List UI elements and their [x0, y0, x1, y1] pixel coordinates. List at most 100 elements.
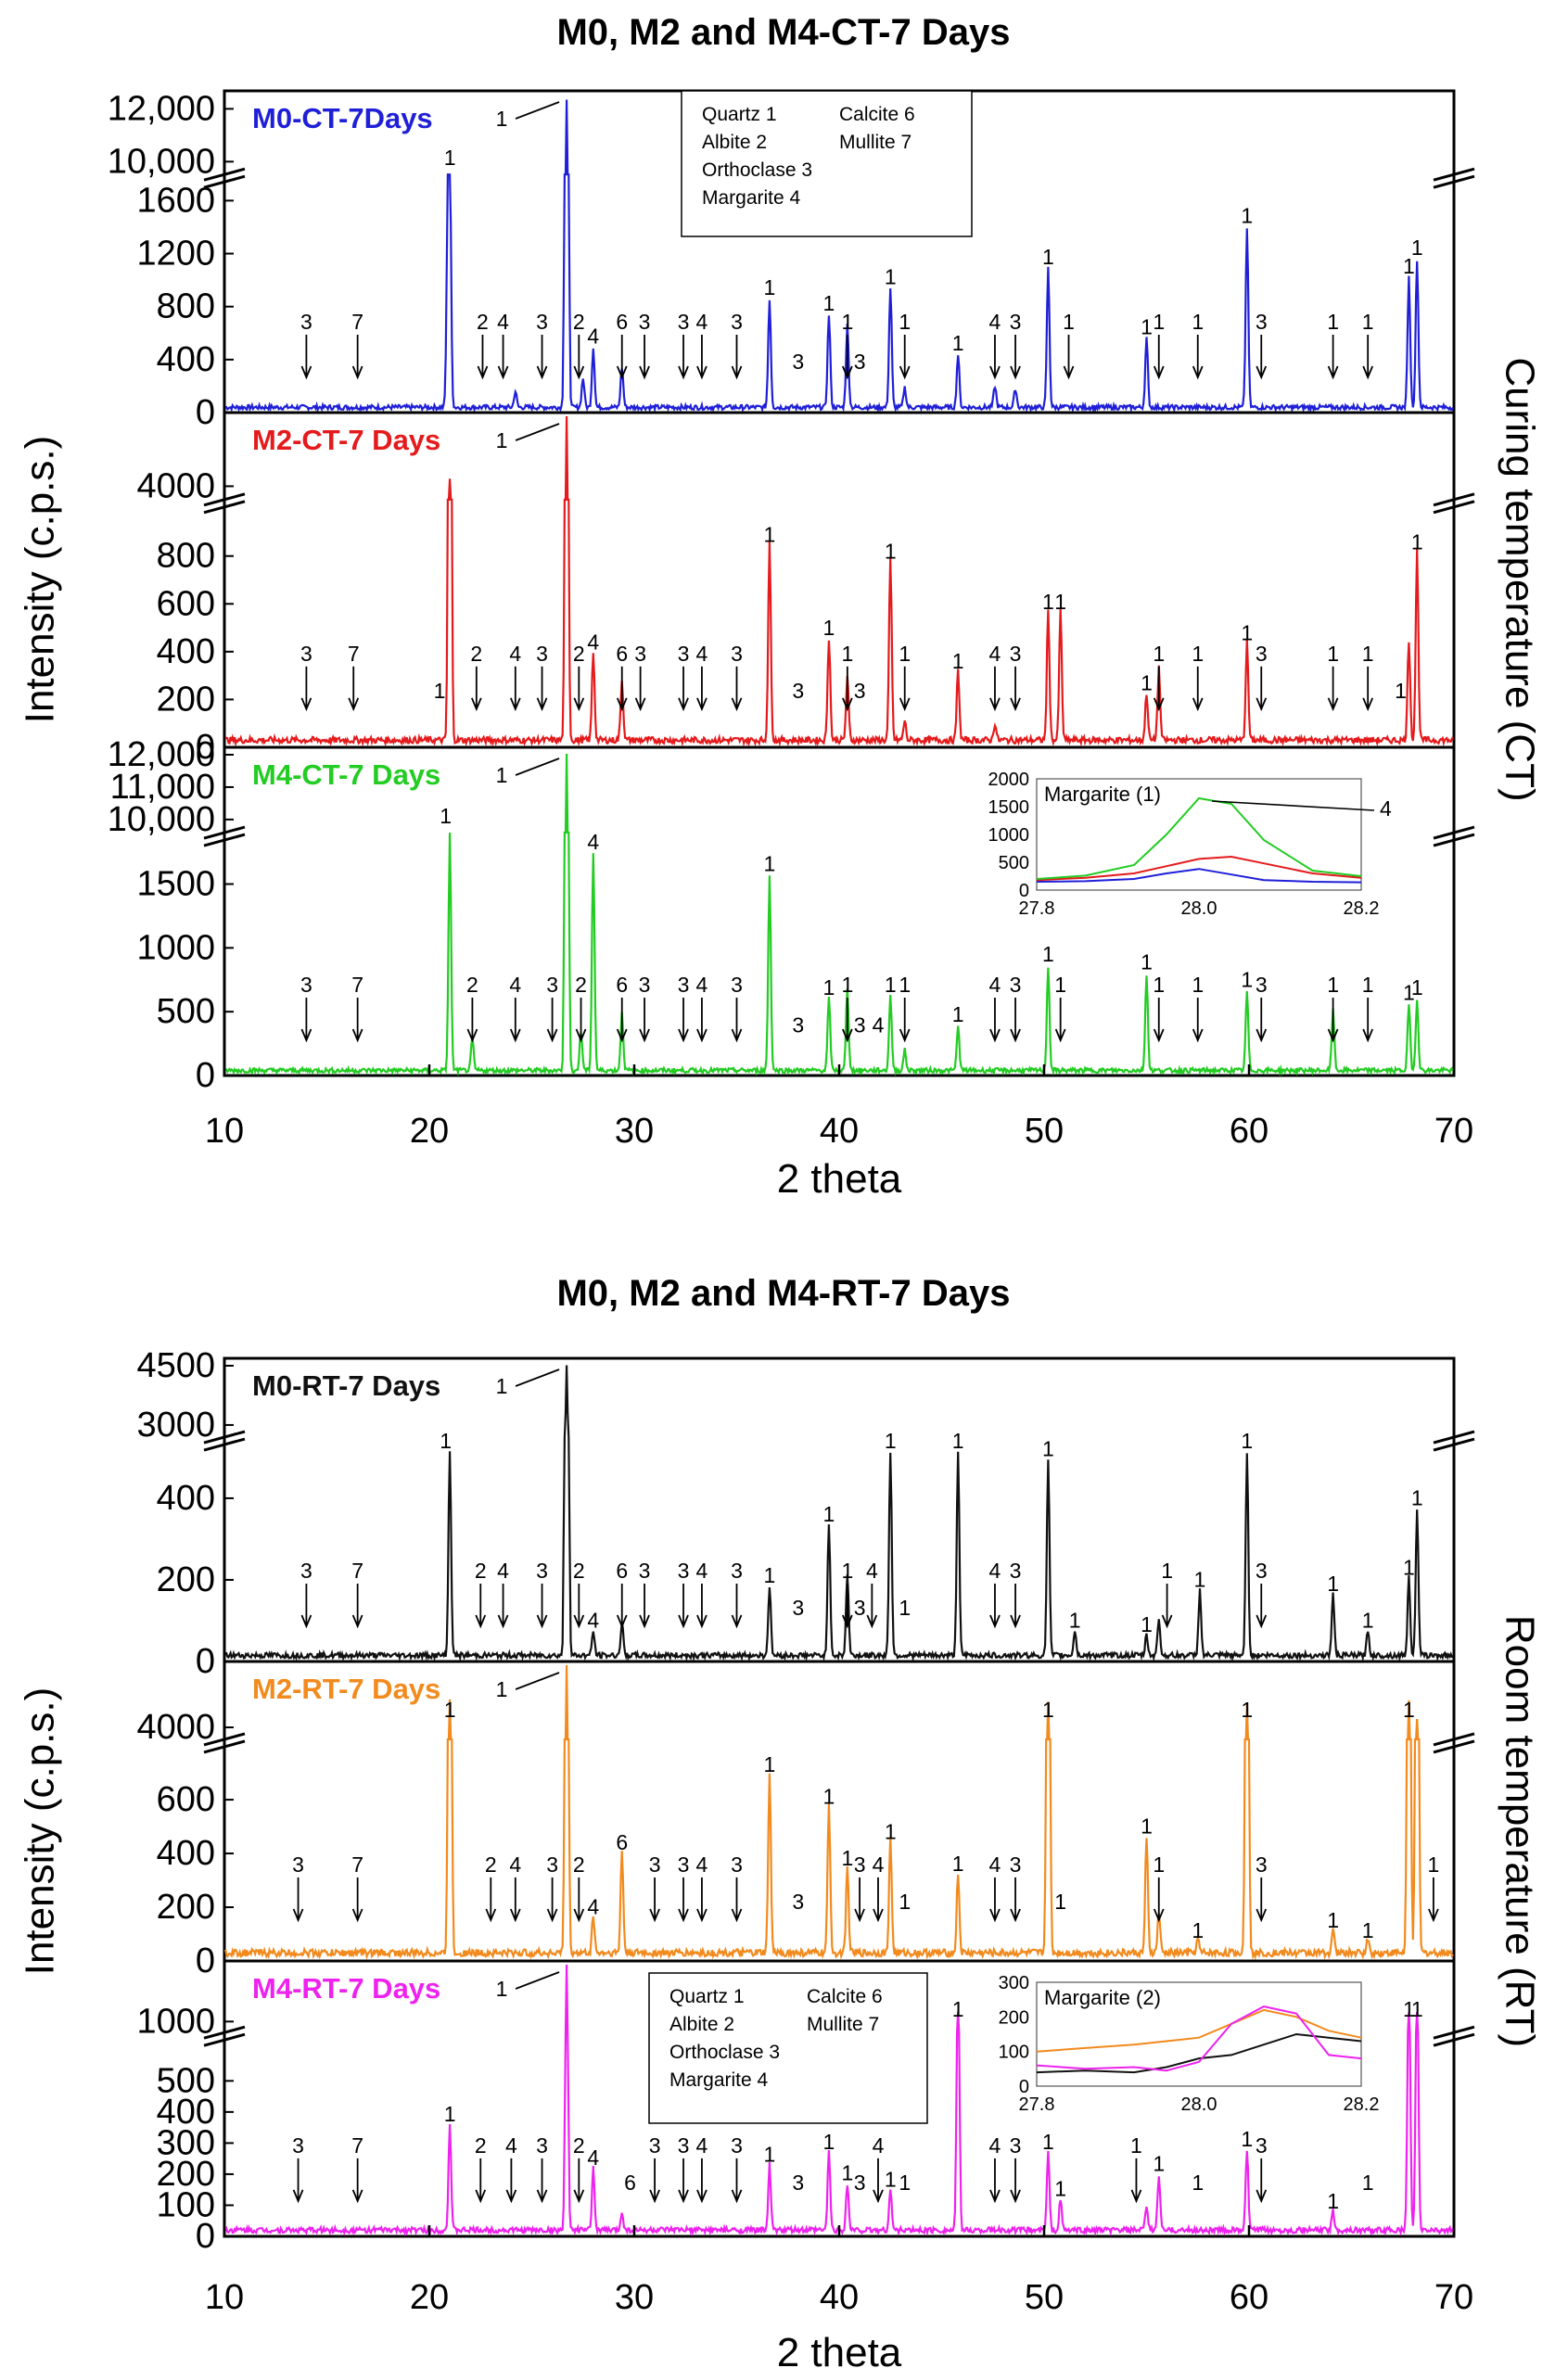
inset-series-line [1036, 868, 1362, 884]
y-tick-label: 600 [157, 1780, 215, 1819]
peak-arrowhead [1010, 1614, 1021, 1629]
legend-entry: Orthoclase 3 [702, 159, 812, 181]
peak-arrowhead [899, 365, 911, 380]
series-label: M0-RT-7 Days [252, 1369, 440, 1402]
xrd-pattern [224, 415, 1454, 747]
inset-x-tick: 27.8 [1019, 2094, 1055, 2115]
inset-marker-arrow [1211, 800, 1375, 811]
inset-y-tick: 500 [999, 853, 1029, 873]
peak-arrowhead [678, 1614, 689, 1629]
peak-label: 3 [1010, 973, 1022, 997]
peak-label: 1 [841, 1559, 853, 1583]
peak-label: 3 [731, 1852, 743, 1877]
peak-arrowhead [1428, 1908, 1439, 1923]
axis-break-mark [203, 1739, 246, 1754]
peak-arrowhead [639, 1028, 650, 1043]
y-tick-label: 100 [157, 2185, 215, 2224]
peak-label: 3 [292, 1852, 304, 1877]
peak-label: 3 [1256, 1852, 1268, 1877]
peak-arrowhead [1130, 2189, 1142, 2204]
peak-label: 1 [899, 310, 911, 334]
peak-label: 1 [763, 275, 775, 299]
legend-entry: Mullite 7 [839, 132, 911, 153]
y-axis-label: Intensity (c.p.s.) [17, 1687, 62, 1976]
peak-arrowhead [731, 365, 743, 380]
peak-arrow [515, 1369, 560, 1387]
peak-label: 1 [1042, 1437, 1054, 1461]
peak-label: 1 [1042, 245, 1054, 269]
peak-label: 2 [573, 310, 585, 334]
peak-arrow [515, 1971, 560, 1990]
peak-label: 3 [854, 1596, 866, 1620]
peak-label: 1 [763, 1563, 775, 1587]
peak-label: 3 [546, 973, 558, 997]
peak-label: 3 [1256, 973, 1268, 997]
y-tick-label: 500 [157, 2061, 215, 2100]
x-tick-label: 20 [410, 2278, 449, 2317]
peak-arrowhead [696, 2189, 708, 2204]
peak-arrowhead [546, 1028, 558, 1043]
peak-arrow [515, 758, 560, 776]
peak-arrowhead [1010, 1028, 1021, 1043]
peak-label: 2 [573, 642, 585, 666]
peak-label: 1 [952, 649, 964, 673]
peak-label: 3 [292, 2133, 304, 2158]
peak-label: 4 [696, 2133, 708, 2158]
peak-label: 4 [696, 310, 708, 334]
peak-label: 1 [885, 264, 897, 288]
peak-arrowhead [1256, 365, 1268, 380]
x-tick-label: 50 [1025, 2278, 1064, 2317]
peak-label: 1 [1395, 679, 1407, 703]
x-tick-label: 40 [820, 2278, 859, 2317]
y-tick-label: 500 [157, 992, 215, 1031]
peak-arrowhead [678, 365, 689, 380]
peak-arrowhead [1327, 365, 1339, 380]
peak-label: 4 [696, 1559, 708, 1583]
peak-label: 1 [1241, 1429, 1253, 1453]
peak-label: 1 [1069, 1609, 1081, 1633]
peak-arrowhead [1010, 2189, 1021, 2204]
peak-arrowhead [1256, 1908, 1268, 1923]
xrd-pattern [224, 1365, 1454, 1662]
peak-arrowhead [696, 365, 708, 380]
peak-arrowhead [1153, 697, 1165, 712]
peak-label: 3 [792, 679, 804, 703]
peak-arrowhead [1362, 1028, 1374, 1043]
peak-label: 1 [1153, 1852, 1165, 1877]
y-tick-label: 12,000 [108, 735, 215, 774]
peak-label: 1 [841, 973, 853, 997]
peak-label: 1 [823, 616, 835, 640]
peak-label: 1 [1403, 254, 1415, 278]
y-tick-label: 4500 [136, 1346, 215, 1385]
y-tick-label: 200 [157, 1888, 215, 1927]
peak-label: 1 [1362, 973, 1374, 997]
chart-title: M0, M2 and M4-CT-7 Days [556, 12, 1010, 53]
peak-label: 1 [444, 2102, 456, 2126]
peak-arrowhead [351, 1614, 363, 1629]
peak-arrowhead [1153, 1908, 1165, 1923]
peak-label: 1 [885, 2167, 897, 2191]
peak-arrowhead [989, 697, 1001, 712]
peak-label: 4 [505, 2133, 517, 2158]
peak-label: 2 [470, 642, 482, 666]
peak-label: 1 [1362, 2171, 1374, 2195]
peak-label: 3 [678, 1559, 690, 1583]
y-tick-label: 1500 [136, 865, 215, 904]
peak-arrowhead [873, 2189, 884, 2204]
peak-label: 2 [573, 1559, 585, 1583]
peak-label: 6 [616, 973, 628, 997]
peak-arrowhead [678, 2189, 689, 2204]
peak-arrowhead [348, 697, 360, 712]
x-tick-label: 60 [1230, 2278, 1268, 2317]
peak-arrowhead [1161, 1614, 1173, 1629]
axis-break-mark [203, 1437, 246, 1452]
peak-arrowhead [616, 697, 628, 712]
peak-label: 3 [792, 1596, 804, 1620]
peak-label: 4 [497, 1559, 509, 1583]
peak-arrowhead [475, 1614, 487, 1629]
peak-label: 1 [1241, 1698, 1253, 1722]
peak-arrowhead [873, 1908, 884, 1923]
peak-arrowhead [1063, 365, 1075, 380]
peak-label: 2 [573, 1852, 585, 1877]
